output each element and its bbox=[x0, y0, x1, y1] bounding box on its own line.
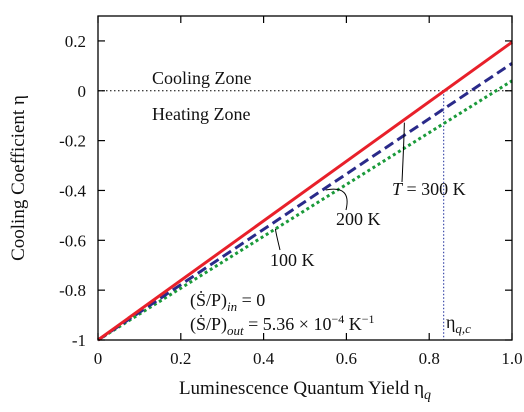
eq-out-rhs: = 5.36 × 10 bbox=[244, 314, 332, 334]
eq-in-rhs: = 0 bbox=[237, 290, 265, 310]
y-tick-label-0: -1 bbox=[72, 331, 86, 350]
x-axis-title: Luminescence Quantum Yield ηq bbox=[179, 378, 431, 403]
x-tick-label-1: 0.2 bbox=[170, 349, 191, 368]
threshold-label: ηq,c bbox=[446, 312, 471, 336]
series-label-100k: 100 K bbox=[270, 250, 315, 270]
leader-300k bbox=[401, 122, 405, 183]
y-tick-label-4: -0.2 bbox=[59, 132, 86, 151]
leader-200k bbox=[325, 188, 348, 211]
y-tick-label-1: -0.8 bbox=[59, 281, 86, 300]
series-layer bbox=[97, 40, 513, 342]
plot-frame bbox=[97, 15, 513, 341]
series-line-t-300-k bbox=[97, 40, 513, 342]
tick-layer: 0 0.2 0.4 0.6 0.8 1.0 -1 -0.8 -0.6 -0.4 -0.2 0 0.2 bbox=[59, 16, 523, 368]
heating-zone-label: Heating Zone bbox=[152, 104, 250, 124]
eq-out-unit-exp: −1 bbox=[362, 312, 375, 326]
eq-in-lhs: (Ṡ/P) bbox=[190, 290, 227, 311]
x-tick-label-0: 0 bbox=[94, 349, 103, 368]
equation-in: (Ṡ/P)in = 0 bbox=[190, 290, 265, 314]
series-label-200k: 200 K bbox=[336, 209, 381, 229]
series-line-200-k bbox=[97, 62, 513, 342]
x-tick-label-4: 0.8 bbox=[419, 349, 440, 368]
x-axis-title-main: Luminescence Quantum Yield η bbox=[179, 378, 424, 399]
eq-in-sub: in bbox=[227, 299, 237, 314]
threshold-label-sub: q,c bbox=[455, 321, 471, 336]
x-axis-title-sub: q bbox=[424, 388, 431, 403]
y-tick-label-6: 0.2 bbox=[65, 32, 86, 51]
y-tick-label-3: -0.4 bbox=[59, 181, 86, 200]
x-tick-label-3: 0.6 bbox=[336, 349, 357, 368]
leader-100k bbox=[275, 228, 281, 251]
eq-out-sub: out bbox=[227, 323, 244, 338]
threshold-label-main: η bbox=[446, 312, 455, 332]
cooling-zone-label: Cooling Zone bbox=[152, 68, 252, 88]
x-tick-label-5: 1.0 bbox=[501, 349, 522, 368]
eq-out-lhs: (Ṡ/P) bbox=[190, 314, 227, 335]
y-tick-label-2: -0.6 bbox=[59, 231, 86, 250]
eq-out-exp: −4 bbox=[331, 312, 344, 326]
series-label-300k: T = 300 K bbox=[392, 179, 466, 199]
y-axis-title: Cooling Coefficient η bbox=[8, 95, 29, 261]
equation-out: (Ṡ/P)out = 5.36 × 10−4 K−1 bbox=[190, 312, 375, 338]
y-tick-label-5: 0 bbox=[78, 82, 87, 101]
series-label-300k-rest: = 300 K bbox=[402, 179, 466, 199]
eq-out-unit: K bbox=[344, 314, 362, 334]
series-label-300k-T: T bbox=[392, 179, 404, 199]
x-tick-label-2: 0.4 bbox=[253, 349, 275, 368]
